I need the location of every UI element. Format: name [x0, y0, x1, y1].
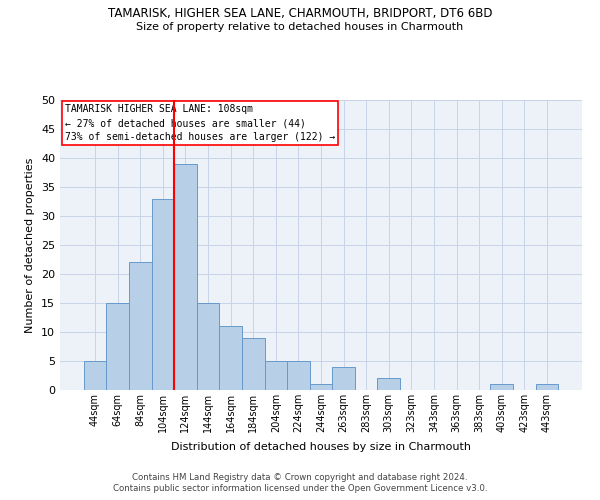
- Bar: [152, 198, 174, 390]
- Bar: [490, 384, 513, 390]
- Bar: [287, 361, 310, 390]
- Text: Contains public sector information licensed under the Open Government Licence v3: Contains public sector information licen…: [113, 484, 487, 493]
- Bar: [310, 384, 332, 390]
- Bar: [265, 361, 287, 390]
- Bar: [84, 361, 106, 390]
- Bar: [242, 338, 265, 390]
- Y-axis label: Number of detached properties: Number of detached properties: [25, 158, 35, 332]
- Text: Contains HM Land Registry data © Crown copyright and database right 2024.: Contains HM Land Registry data © Crown c…: [132, 472, 468, 482]
- Bar: [197, 303, 220, 390]
- Text: TAMARISK, HIGHER SEA LANE, CHARMOUTH, BRIDPORT, DT6 6BD: TAMARISK, HIGHER SEA LANE, CHARMOUTH, BR…: [108, 8, 492, 20]
- Bar: [220, 326, 242, 390]
- Bar: [536, 384, 558, 390]
- Bar: [106, 303, 129, 390]
- Bar: [377, 378, 400, 390]
- Text: TAMARISK HIGHER SEA LANE: 108sqm
← 27% of detached houses are smaller (44)
73% o: TAMARISK HIGHER SEA LANE: 108sqm ← 27% o…: [65, 104, 335, 142]
- Bar: [174, 164, 197, 390]
- Bar: [129, 262, 152, 390]
- Text: Distribution of detached houses by size in Charmouth: Distribution of detached houses by size …: [171, 442, 471, 452]
- Bar: [332, 367, 355, 390]
- Text: Size of property relative to detached houses in Charmouth: Size of property relative to detached ho…: [136, 22, 464, 32]
